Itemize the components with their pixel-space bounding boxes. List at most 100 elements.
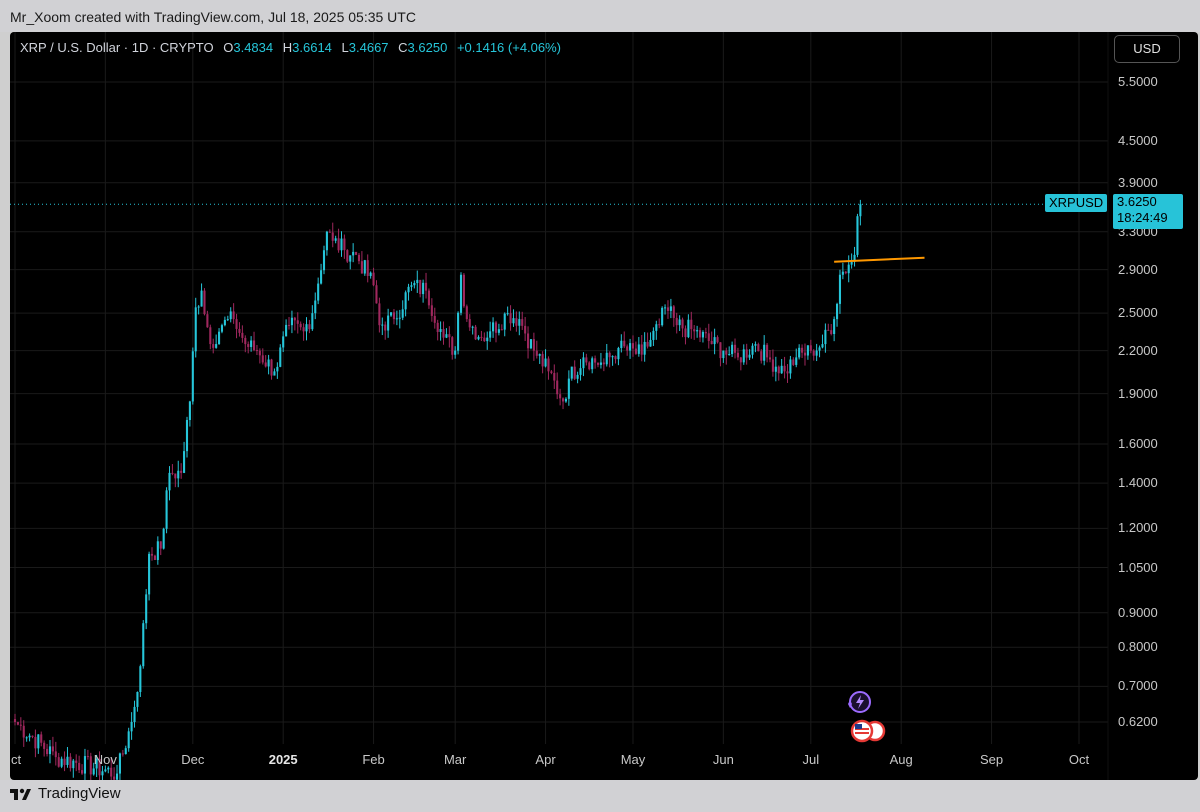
candle-body <box>191 351 194 402</box>
candle-body <box>22 725 25 738</box>
chart-frame[interactable]: XRP / U.S. Dollar · 1D · CRYPTO O3.4834 … <box>10 32 1198 780</box>
bottom-bar <box>0 780 1200 812</box>
candle-body <box>148 553 151 595</box>
candle-body <box>844 271 847 274</box>
candle-body <box>430 305 433 316</box>
candle-body <box>63 758 66 765</box>
candle-body <box>258 350 261 356</box>
candle-body <box>850 261 853 265</box>
candle-body <box>859 204 862 217</box>
candle-body <box>261 355 264 363</box>
candle-body <box>305 324 308 332</box>
candle-body <box>296 320 299 324</box>
candle-body <box>389 312 393 316</box>
ohlc-legend: XRP / U.S. Dollar · 1D · CRYPTO O3.4834 … <box>20 40 561 55</box>
orange-trend-line[interactable] <box>834 256 925 263</box>
event-markers[interactable] <box>846 690 896 755</box>
candle-body <box>89 756 92 775</box>
candle-body <box>736 352 739 358</box>
candle-body <box>118 753 121 774</box>
candle-body <box>812 350 815 356</box>
candle-body <box>80 770 84 774</box>
candle-body <box>264 362 267 367</box>
candle-body <box>719 342 722 359</box>
candle-body <box>142 623 145 667</box>
x-tick-label: Oct <box>1068 752 1090 767</box>
candle-body <box>701 332 705 338</box>
candle-body <box>608 352 611 358</box>
candle-body <box>130 722 133 732</box>
candle-body <box>235 319 238 329</box>
candle-body <box>605 352 608 365</box>
candle-body <box>789 359 792 374</box>
candle-body <box>707 333 710 341</box>
symbol-label[interactable]: XRP / U.S. Dollar · 1D · CRYPTO <box>20 40 214 55</box>
candle-body <box>515 318 518 326</box>
candle-body <box>357 254 361 262</box>
candle-body <box>573 366 576 379</box>
y-tick-label: 1.2000 <box>1118 520 1158 536</box>
candle-body <box>19 724 22 726</box>
candle-body <box>352 251 355 256</box>
candle-body <box>809 345 812 351</box>
candle-body <box>413 283 416 286</box>
us-flag-event-icon[interactable] <box>850 719 886 743</box>
y-tick-label: 0.6200 <box>1118 714 1158 729</box>
candle-body <box>244 337 247 345</box>
candle-body <box>480 336 483 338</box>
candle-body <box>43 742 46 749</box>
candle-body <box>529 339 533 349</box>
y-tick-label: 0.8000 <box>1118 639 1158 655</box>
candle-body <box>798 347 801 358</box>
high-value: 3.6614 <box>292 40 332 55</box>
candle-body <box>25 737 28 739</box>
candle-body <box>579 368 582 375</box>
candle-body <box>410 285 413 287</box>
candle-body <box>821 344 824 348</box>
candle-body <box>203 290 206 315</box>
candle-body <box>13 719 17 722</box>
candle-body <box>509 313 512 324</box>
candle-body <box>626 346 629 351</box>
candle-body <box>631 343 635 349</box>
candle-body <box>104 769 107 772</box>
candle-body <box>369 272 372 277</box>
candle-body <box>564 398 567 402</box>
candle-body <box>343 238 346 251</box>
candle-body <box>634 348 637 354</box>
candle-body <box>424 282 428 291</box>
candle-body <box>763 344 766 361</box>
candle-body <box>28 735 31 738</box>
candle-body <box>267 359 270 367</box>
candle-body <box>247 344 250 347</box>
candle-body <box>693 329 696 332</box>
candle-body <box>766 344 769 358</box>
candle-body <box>133 706 136 722</box>
candle-body <box>623 340 626 347</box>
candle-body <box>591 358 594 370</box>
lightning-event-icon[interactable] <box>848 691 871 713</box>
candle-body <box>121 753 124 755</box>
candle-body <box>698 330 702 338</box>
currency-button[interactable]: USD <box>1114 35 1180 63</box>
candle-body <box>287 324 291 326</box>
candle-body <box>331 232 334 241</box>
candle-body <box>477 336 480 340</box>
candle-body <box>72 760 75 769</box>
symbol-price-tag: XRPUSD <box>1045 194 1108 212</box>
tradingview-logo[interactable]: TradingView <box>10 785 121 802</box>
candle-body <box>853 254 856 262</box>
candle-body <box>538 354 541 356</box>
candle-body <box>492 322 495 332</box>
candle-body <box>684 328 687 338</box>
price-chart[interactable] <box>10 32 1198 780</box>
candle-body <box>299 323 302 328</box>
candle-body <box>51 746 54 752</box>
candle-body <box>395 318 398 320</box>
candle-body <box>75 760 78 763</box>
credit-text: Mr_Xoom created with TradingView.com, Ju… <box>10 9 416 25</box>
y-tick-label: 1.6000 <box>1118 436 1158 452</box>
candle-body <box>471 326 474 328</box>
candle-body <box>465 306 468 320</box>
candle-body <box>401 309 404 318</box>
